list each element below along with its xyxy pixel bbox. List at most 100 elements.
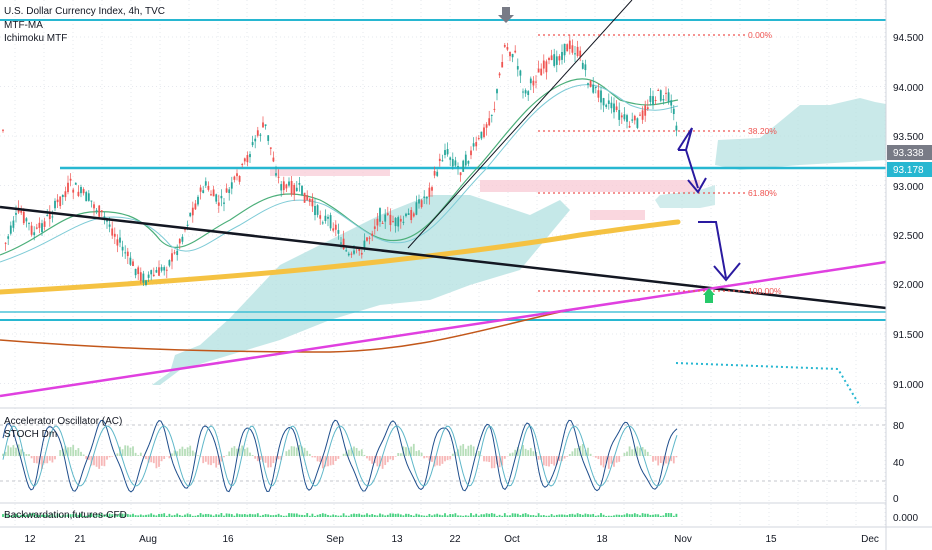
time-tick-label: 12 <box>24 534 36 545</box>
candle-body <box>337 230 340 234</box>
magenta-trendline[interactable] <box>0 260 887 398</box>
ac-bar <box>150 456 153 463</box>
time-tick-label: 15 <box>765 534 777 545</box>
backwardation-bar <box>457 515 459 517</box>
ac-bar <box>72 445 75 456</box>
backwardation-bar <box>418 514 420 517</box>
candle-body <box>516 66 519 70</box>
price-axis[interactable]: 94.500 94.000 93.500 93.000 92.500 92.000 91.5… <box>893 33 924 391</box>
backwardation-bar <box>28 514 30 517</box>
backwardation-bar <box>290 513 293 517</box>
candle-body <box>155 270 158 273</box>
backwardation-bar <box>498 514 501 517</box>
backwardation-bar <box>636 514 639 517</box>
rising-trendline[interactable] <box>407 0 633 249</box>
backwardation-bar <box>641 513 644 517</box>
candle-body <box>574 53 576 55</box>
candle-body <box>540 68 543 76</box>
time-tick-label: Oct <box>504 534 520 545</box>
backwardation-bar <box>672 515 675 517</box>
backwardation-bar <box>85 515 88 517</box>
backwardation-bar <box>423 515 426 517</box>
backwardation-bar <box>412 515 415 517</box>
candle-body <box>399 218 402 222</box>
backwardation-bar <box>285 515 288 517</box>
ac-bar <box>225 455 228 456</box>
candle-body <box>646 107 649 110</box>
backwardation-bar <box>337 515 340 517</box>
candle-body <box>480 131 483 139</box>
fib-label: 100.00% <box>748 286 782 296</box>
candle-body <box>126 251 129 257</box>
backwardation-pane <box>2 513 678 517</box>
candle-body <box>80 186 82 194</box>
backwardation-bar <box>238 514 241 517</box>
legend-stoch[interactable]: STOCH Dm <box>4 429 57 440</box>
ac-bar <box>587 447 589 456</box>
ac-bar <box>241 445 244 456</box>
legend-ichimoku[interactable]: Ichimoku MTF <box>4 33 67 44</box>
legend-mtf-ma[interactable]: MTF-MA <box>4 20 43 31</box>
chart-title: U.S. Dollar Currency Index, 4h, TVC <box>4 6 165 17</box>
ac-bar <box>384 456 387 466</box>
ac-bar <box>639 447 641 456</box>
candle-body <box>28 222 30 224</box>
backwardation-bar <box>607 515 610 517</box>
candle-body <box>509 52 511 57</box>
backwardation-bar <box>163 513 166 517</box>
ac-bar <box>431 456 433 462</box>
ac-bar <box>488 456 491 463</box>
candle-body <box>22 211 25 224</box>
candle-body <box>657 89 660 91</box>
candle-body <box>332 228 335 231</box>
candle-body <box>654 99 657 101</box>
backwardation-bar <box>662 515 665 517</box>
backwardation-bar <box>347 515 350 517</box>
ac-bar <box>69 447 72 456</box>
candle-body <box>72 189 75 193</box>
backwardation-bar <box>171 515 173 517</box>
candle-body <box>620 115 623 118</box>
ac-bar <box>126 445 129 456</box>
fib-retracement: 0.00% 38.20% 61.80% 100.00% <box>538 30 782 296</box>
backwardation-bar <box>90 513 93 517</box>
backwardation-bar <box>537 513 540 517</box>
backwardation-bar <box>589 514 592 517</box>
candle-body <box>470 150 472 156</box>
ac-bar <box>264 456 267 463</box>
oscillator-axis[interactable]: 80 40 0 0.000 <box>893 421 918 524</box>
candle-body <box>51 216 54 218</box>
legend-backwardation[interactable]: Backwardation,futures-CFD <box>4 510 127 521</box>
candle-body <box>412 213 415 217</box>
ac-bar <box>59 450 62 456</box>
candle-body <box>498 73 501 76</box>
candle-body <box>353 250 355 254</box>
backwardation-bar <box>111 514 114 517</box>
candle-body <box>522 91 524 93</box>
ac-bar <box>550 456 553 464</box>
price-tag-label: 93.338 <box>893 148 924 159</box>
ac-bar <box>256 456 259 462</box>
backwardation-bar <box>477 515 480 517</box>
candle-body <box>95 210 98 212</box>
time-axis[interactable]: 12 21 Aug 16 Sep 13 22 Oct 18 Nov 15 Dec <box>24 534 878 545</box>
candle-body <box>532 80 535 86</box>
ac-bar <box>74 449 77 456</box>
backwardation-bar <box>220 513 223 517</box>
backwardation-bar <box>176 513 179 517</box>
ac-bar <box>646 451 649 456</box>
backwardation-bar <box>652 514 654 517</box>
candle-body <box>550 55 553 61</box>
ac-bar <box>662 456 665 466</box>
ac-bar <box>285 451 288 456</box>
backwardation-bar <box>228 513 231 517</box>
candle-body <box>420 200 423 208</box>
legend-accelerator[interactable]: Accelerator Oscillator (AC) <box>4 416 122 427</box>
ac-bar <box>607 456 610 469</box>
ac-bar <box>501 456 504 466</box>
ac-bar <box>337 456 340 459</box>
candle-body <box>493 108 496 110</box>
ac-bar <box>215 456 218 468</box>
backwardation-bar <box>12 515 15 517</box>
